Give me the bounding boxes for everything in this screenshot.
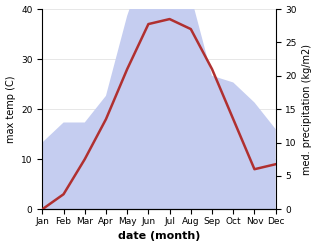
X-axis label: date (month): date (month) — [118, 231, 200, 242]
Y-axis label: med. precipitation (kg/m2): med. precipitation (kg/m2) — [302, 44, 313, 175]
Y-axis label: max temp (C): max temp (C) — [5, 75, 16, 143]
